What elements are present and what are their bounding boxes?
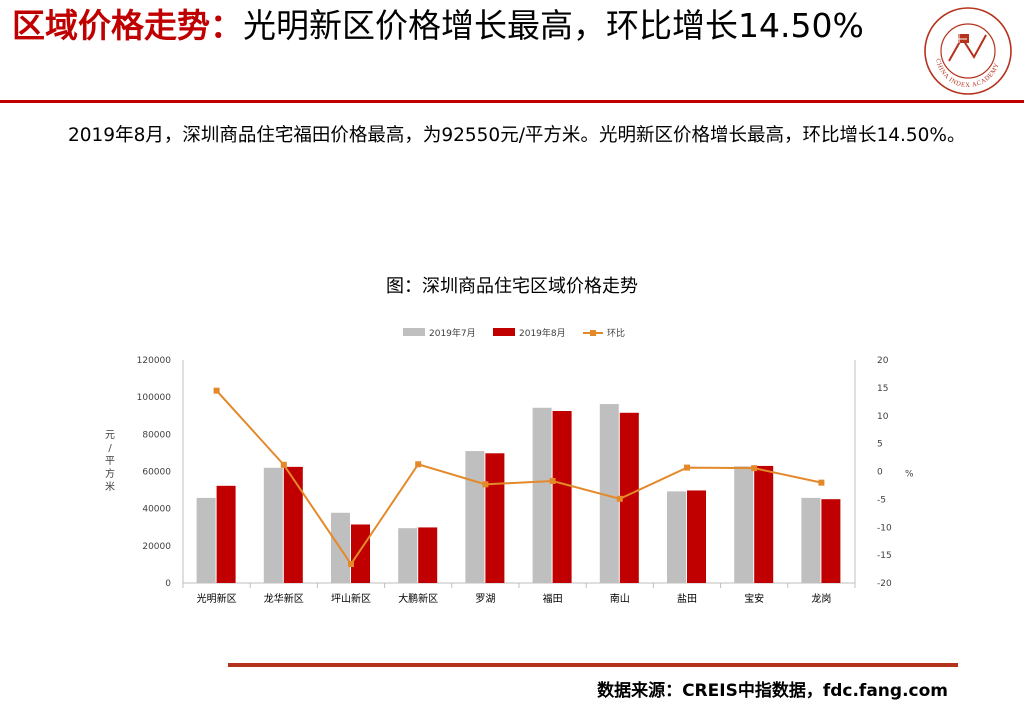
right-tick-label: -15 [877,551,892,561]
left-tick-label: 0 [165,579,171,589]
category-label: 罗湖 [475,593,495,605]
mom-point [684,464,690,471]
left-tick-label: 20000 [142,542,171,552]
bar-jul [801,497,821,583]
right-tick-label: 0 [877,468,883,478]
right-tick-label: 15 [877,384,888,394]
legend-swatch-aug [493,328,515,336]
left-tick-label: 80000 [142,430,171,440]
category-label: 龙华新区 [264,592,304,605]
bar-aug [216,485,236,583]
category-label: 大鹏新区 [398,592,438,605]
right-tick-label: 10 [877,412,889,422]
footer-divider [228,663,958,667]
mom-point [482,481,489,488]
right-axis-label: % [905,470,914,480]
left-tick-label: 120000 [137,356,172,366]
mom-point [280,461,287,468]
bar-jul [734,466,754,583]
mom-point [616,495,623,502]
right-tick-label: 5 [877,440,883,450]
category-label: 龙岗 [811,592,831,605]
mom-point [348,561,354,568]
mom-line [215,389,822,566]
bar-jul [532,407,552,583]
category-label: 光明新区 [197,592,237,605]
bar-jul [398,528,418,583]
left-axis-label-char: 平 [105,456,115,467]
bar-jul [263,467,283,583]
page-title-lead: 区域价格走势： [12,6,243,45]
page-title: 区域价格走势：光明新区价格增长最高，环比增长14.50% [12,4,912,47]
category-label: 南山 [610,592,630,605]
title-block: 区域价格走势：光明新区价格增长最高，环比增长14.50% [12,4,912,47]
category-label: 福田 [543,592,563,605]
bar-aug [687,490,706,583]
bar-aug [754,465,774,583]
legend-label-mom: 环比 [607,327,625,339]
bar-aug [351,524,370,583]
legend-label-aug: 2019年8月 [519,327,566,339]
bar-aug [552,411,572,583]
bar-aug [821,499,841,583]
china-index-academy-logo: CHINA INDEX ACADEMY [924,7,1012,95]
legend-label-jul: 2019年7月 [429,327,476,339]
title-divider [0,100,1024,103]
right-tick-label: -10 [877,523,892,533]
bar-jul [196,497,216,583]
bar-aug [485,453,505,583]
right-tick-label: -20 [877,579,892,589]
page-title-rest: 光明新区价格增长最高，环比增长14.50% [243,6,864,45]
mom-point [415,461,422,468]
left-axis-label-char: / [108,443,112,454]
left-tick-label: 40000 [142,505,171,515]
mom-point [751,465,758,472]
right-tick-label: 20 [877,356,889,366]
left-axis-label-char: 方 [105,467,115,480]
category-label: 坪山新区 [331,592,371,605]
mom-point [213,387,220,394]
left-tick-label: 100000 [137,393,172,403]
left-tick-label: 60000 [142,468,171,478]
bar-jul [465,451,485,583]
legend-marker-mom [590,330,596,336]
data-source: 数据来源：CREIS中指数据，fdc.fang.com [597,681,948,701]
bar-aug [619,412,639,583]
left-axis-label-char: 米 [105,480,115,493]
chart-title: 图：深圳商品住宅区域价格走势 [386,276,638,297]
bar-aug [418,527,438,583]
left-axis-label-char: 元 [105,430,115,441]
mom-point [818,479,825,486]
bar-jul [599,404,619,583]
bar-jul [667,491,686,583]
bar-aug [283,466,303,583]
category-label: 宝安 [744,592,764,605]
summary-text: 2019年8月，深圳商品住宅福田价格最高，为92550元/平方米。光明新区价格增… [68,125,966,146]
category-label: 盐田 [677,592,697,605]
legend-swatch-jul [403,328,425,336]
price-trend-chart: 0 20000 40000 60000 80000 100000 120000 -20 -15 -… [105,327,914,605]
right-tick-label: -5 [877,495,886,505]
mom-point [549,477,556,484]
